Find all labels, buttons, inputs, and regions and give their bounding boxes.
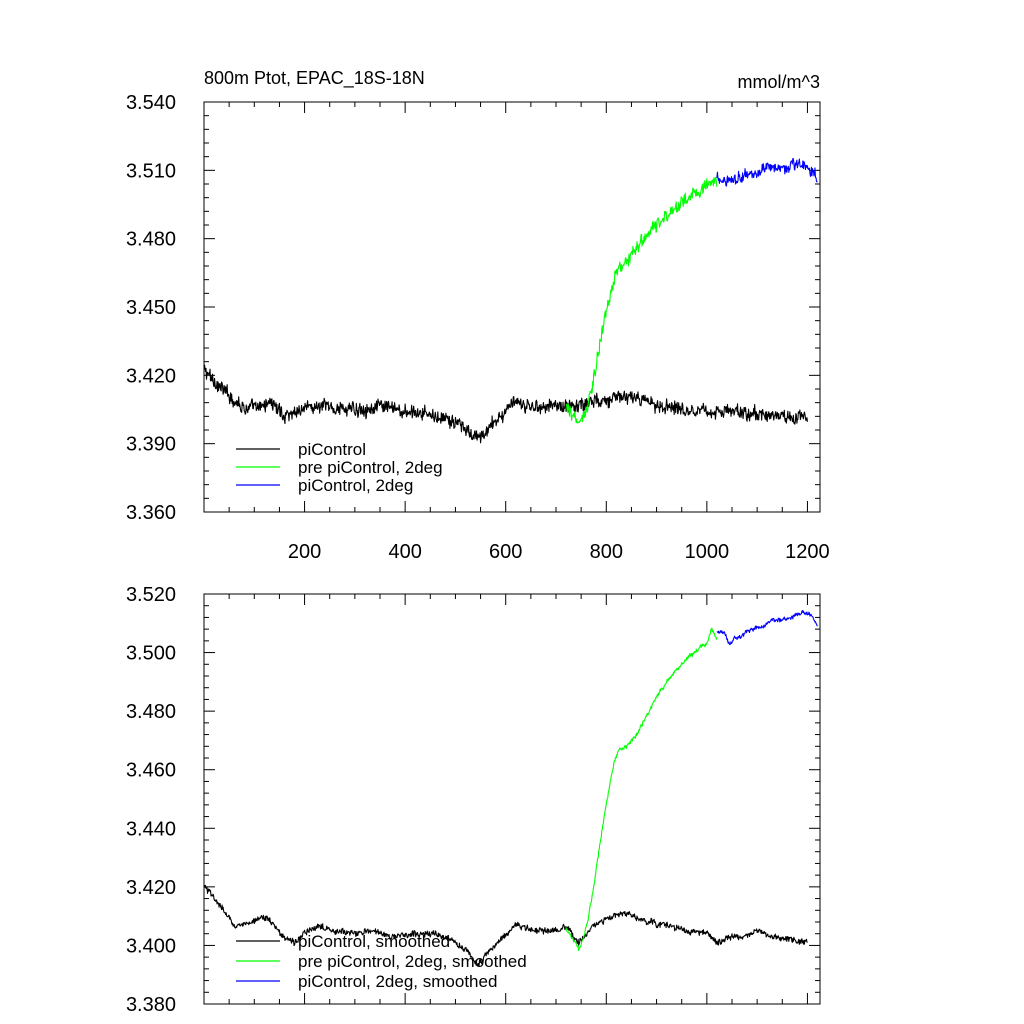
y-tick-label: 3.510 [126,160,176,182]
series-line [716,157,818,187]
y-tick-label: 3.360 [126,502,176,524]
series-line [565,176,718,424]
y-tick-label: 3.420 [126,365,176,387]
plot-frame [203,101,821,513]
legend-label: piControl, 2deg [298,476,413,495]
y-tick-label: 3.380 [126,994,176,1016]
x-tick-label: 400 [388,541,421,563]
units-label: mmol/m^3 [738,72,820,92]
y-tick-label: 3.420 [126,877,176,899]
legend-label: piControl, 2deg, smoothed [298,972,497,991]
panel-bottom: 3.380 3.400 3.420 3.440 3.460 3.480 3.500 3.520… [126,584,821,1016]
legend-label: pre piControl, 2deg, smoothed [298,952,527,971]
y-tick-label: 3.390 [126,434,176,456]
series-line [716,610,818,646]
series-line [203,364,808,444]
series-line [565,627,718,952]
legend-label: piControl, smoothed [298,932,450,951]
y-tick-label: 3.480 [126,229,176,251]
y-tick-label: 3.400 [126,935,176,957]
series-line [203,884,808,967]
x-tick-label: 200 [288,541,321,563]
x-tick-label: 600 [489,541,522,563]
panel-top: 800m Ptot, EPAC_18S-18N mmol/m^3 3.360 3.… [126,68,830,563]
y-tick-label: 3.450 [126,297,176,319]
plot-frame [203,593,821,1005]
legend-label: piControl [298,440,366,459]
y-tick-label: 3.500 [126,643,176,665]
y-tick-label: 3.520 [126,584,176,606]
x-tick-label: 1000 [685,541,730,563]
y-tick-label: 3.440 [126,818,176,840]
y-tick-label: 3.480 [126,701,176,723]
x-tick-label: 1200 [785,541,830,563]
legend-label: pre piControl, 2deg [298,458,443,477]
x-tick-label: 800 [590,541,623,563]
y-tick-label: 3.540 [126,92,176,114]
chart-title: 800m Ptot, EPAC_18S-18N [204,68,425,89]
y-tick-label: 3.460 [126,760,176,782]
